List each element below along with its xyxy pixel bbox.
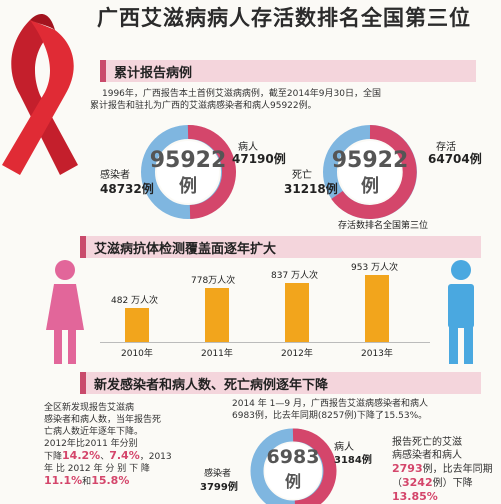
donut3-center-unit: 例	[284, 472, 301, 491]
right-line-1: 报告死亡的艾滋	[392, 437, 462, 448]
woman-figure-icon	[46, 260, 84, 364]
bar-value-label: 837 万人次	[271, 271, 319, 282]
bar-category-label: 2010年	[121, 349, 153, 359]
right-end: 例）下降	[432, 478, 473, 489]
donut1-center-unit: 例	[179, 176, 197, 197]
donut1-right-value: 47190例	[232, 152, 286, 166]
section1-text-1: 1996年，广西报告本土首例艾滋病病例，截至2014年9月30日，全国	[102, 89, 381, 99]
bar-category-label: 2011年	[201, 349, 233, 359]
left-line-4: 2012年比2011 年分别	[44, 439, 138, 449]
left-line-5: 下降14.2%、7.4%，2013	[44, 449, 172, 463]
prev-deaths-value: 3242	[402, 476, 433, 489]
pct-2: 7.4%	[109, 449, 140, 462]
section3-mid-text-1: 2014 年 1—9 月，广西报告艾滋病感染者和病人	[232, 399, 428, 409]
section1-text-2: 累计报告和驻扎为广西的艾滋病感染者和病人95922例。	[90, 101, 317, 111]
donut3-center-value: 6983	[266, 446, 320, 468]
pct-1: 14.2%	[62, 449, 101, 462]
chart-baseline	[100, 342, 430, 343]
donut1-center-value: 95922	[149, 148, 227, 173]
bar-value-label: 778万人次	[191, 275, 236, 286]
left-line-3: 亡病人数近年逐年下降。	[44, 427, 144, 437]
donut3-right-label: 病人	[334, 442, 354, 453]
donut2-right-value: 64704例	[428, 152, 482, 166]
left-line-2: 感染者和病人数，当年报告死	[44, 415, 162, 425]
right-line-4: （3242例）下降	[392, 476, 473, 489]
bar-value-label: 482 万人次	[111, 296, 159, 307]
donut2-center-unit: 例	[361, 176, 379, 197]
donut2-left-value: 31218例	[284, 182, 338, 196]
donut-chart-1	[141, 124, 236, 219]
section-heading-text: 新发感染者和病人数、死亡病例逐年下降	[94, 378, 329, 393]
left-line-7: 11.1%和15.8%	[44, 475, 184, 488]
and-word: 和	[82, 477, 92, 487]
donut-chart-3	[250, 428, 337, 504]
bar-category-label: 2013年	[361, 349, 393, 359]
bar-2010年	[125, 308, 149, 342]
donut1-left-label: 感染者	[100, 170, 130, 181]
section3-mid-text-2: 6983例，比去年同期(8257例)下降了15.53%。	[232, 411, 428, 421]
donut1-left-value: 48732例	[100, 182, 154, 196]
after-pct: ，2013	[139, 452, 172, 462]
donut1-right-label: 病人	[238, 142, 258, 153]
bar-2012年	[285, 283, 309, 342]
left-line-1: 全区新发现报告艾滋病	[44, 403, 135, 413]
red-ribbon-icon	[2, 14, 78, 175]
donut3-left-value: 3799例	[200, 482, 238, 493]
bar-2013年	[365, 275, 389, 342]
section-heading-decline: 新发感染者和病人数、死亡病例逐年下降	[80, 372, 481, 394]
donut3-left-label: 感染者	[204, 469, 232, 479]
section3-right-text: 报告死亡的艾滋 病感染者和病人 2793例，比去年同期 （3242例）下降 13…	[392, 436, 497, 504]
donut2-left-label: 死亡	[292, 170, 312, 181]
donut2-center-value: 95922	[331, 148, 409, 173]
donut3-right-value: 3184例	[334, 455, 372, 466]
bar-category-label: 2012年	[281, 349, 313, 359]
donut2-caption: 存活数排名全国第三位	[338, 221, 429, 231]
bar-2011年	[205, 287, 229, 342]
decline-word: 下降	[44, 452, 63, 462]
right-line-2: 病感染者和病人	[392, 450, 462, 461]
deaths-value: 2793	[392, 462, 423, 475]
pct-4: 15.8%	[91, 474, 130, 487]
left-line-6: 年 比 2012 年 分 别 下 降	[44, 464, 150, 474]
donut-chart-2	[323, 125, 417, 219]
bar-value-label: 953 万人次	[351, 263, 399, 274]
right-line-5: 13.85%	[392, 490, 497, 504]
deaths-pct: 13.85%	[392, 490, 438, 503]
right-mid: 例，比去年同期	[422, 464, 493, 475]
page-title: 广西艾滋病病人存活数排名全国第三位	[97, 6, 471, 30]
section-heading-testing: 艾滋病抗体检测覆盖面逐年扩大	[80, 236, 481, 258]
section3-left-text: 全区新发现报告艾滋病 感染者和病人数，当年报告死 亡病人数近年逐年下降。 201…	[44, 402, 184, 488]
section-heading-text: 累计报告病例	[114, 66, 193, 81]
man-figure-icon	[448, 260, 474, 364]
pct-3: 11.1%	[44, 474, 83, 487]
section-heading-cumulative: 累计报告病例	[100, 60, 476, 82]
section-heading-text: 艾滋病抗体检测覆盖面逐年扩大	[94, 242, 277, 257]
right-line-3: 2793例，比去年同期	[392, 462, 497, 476]
donut2-right-label: 存活	[436, 142, 456, 153]
